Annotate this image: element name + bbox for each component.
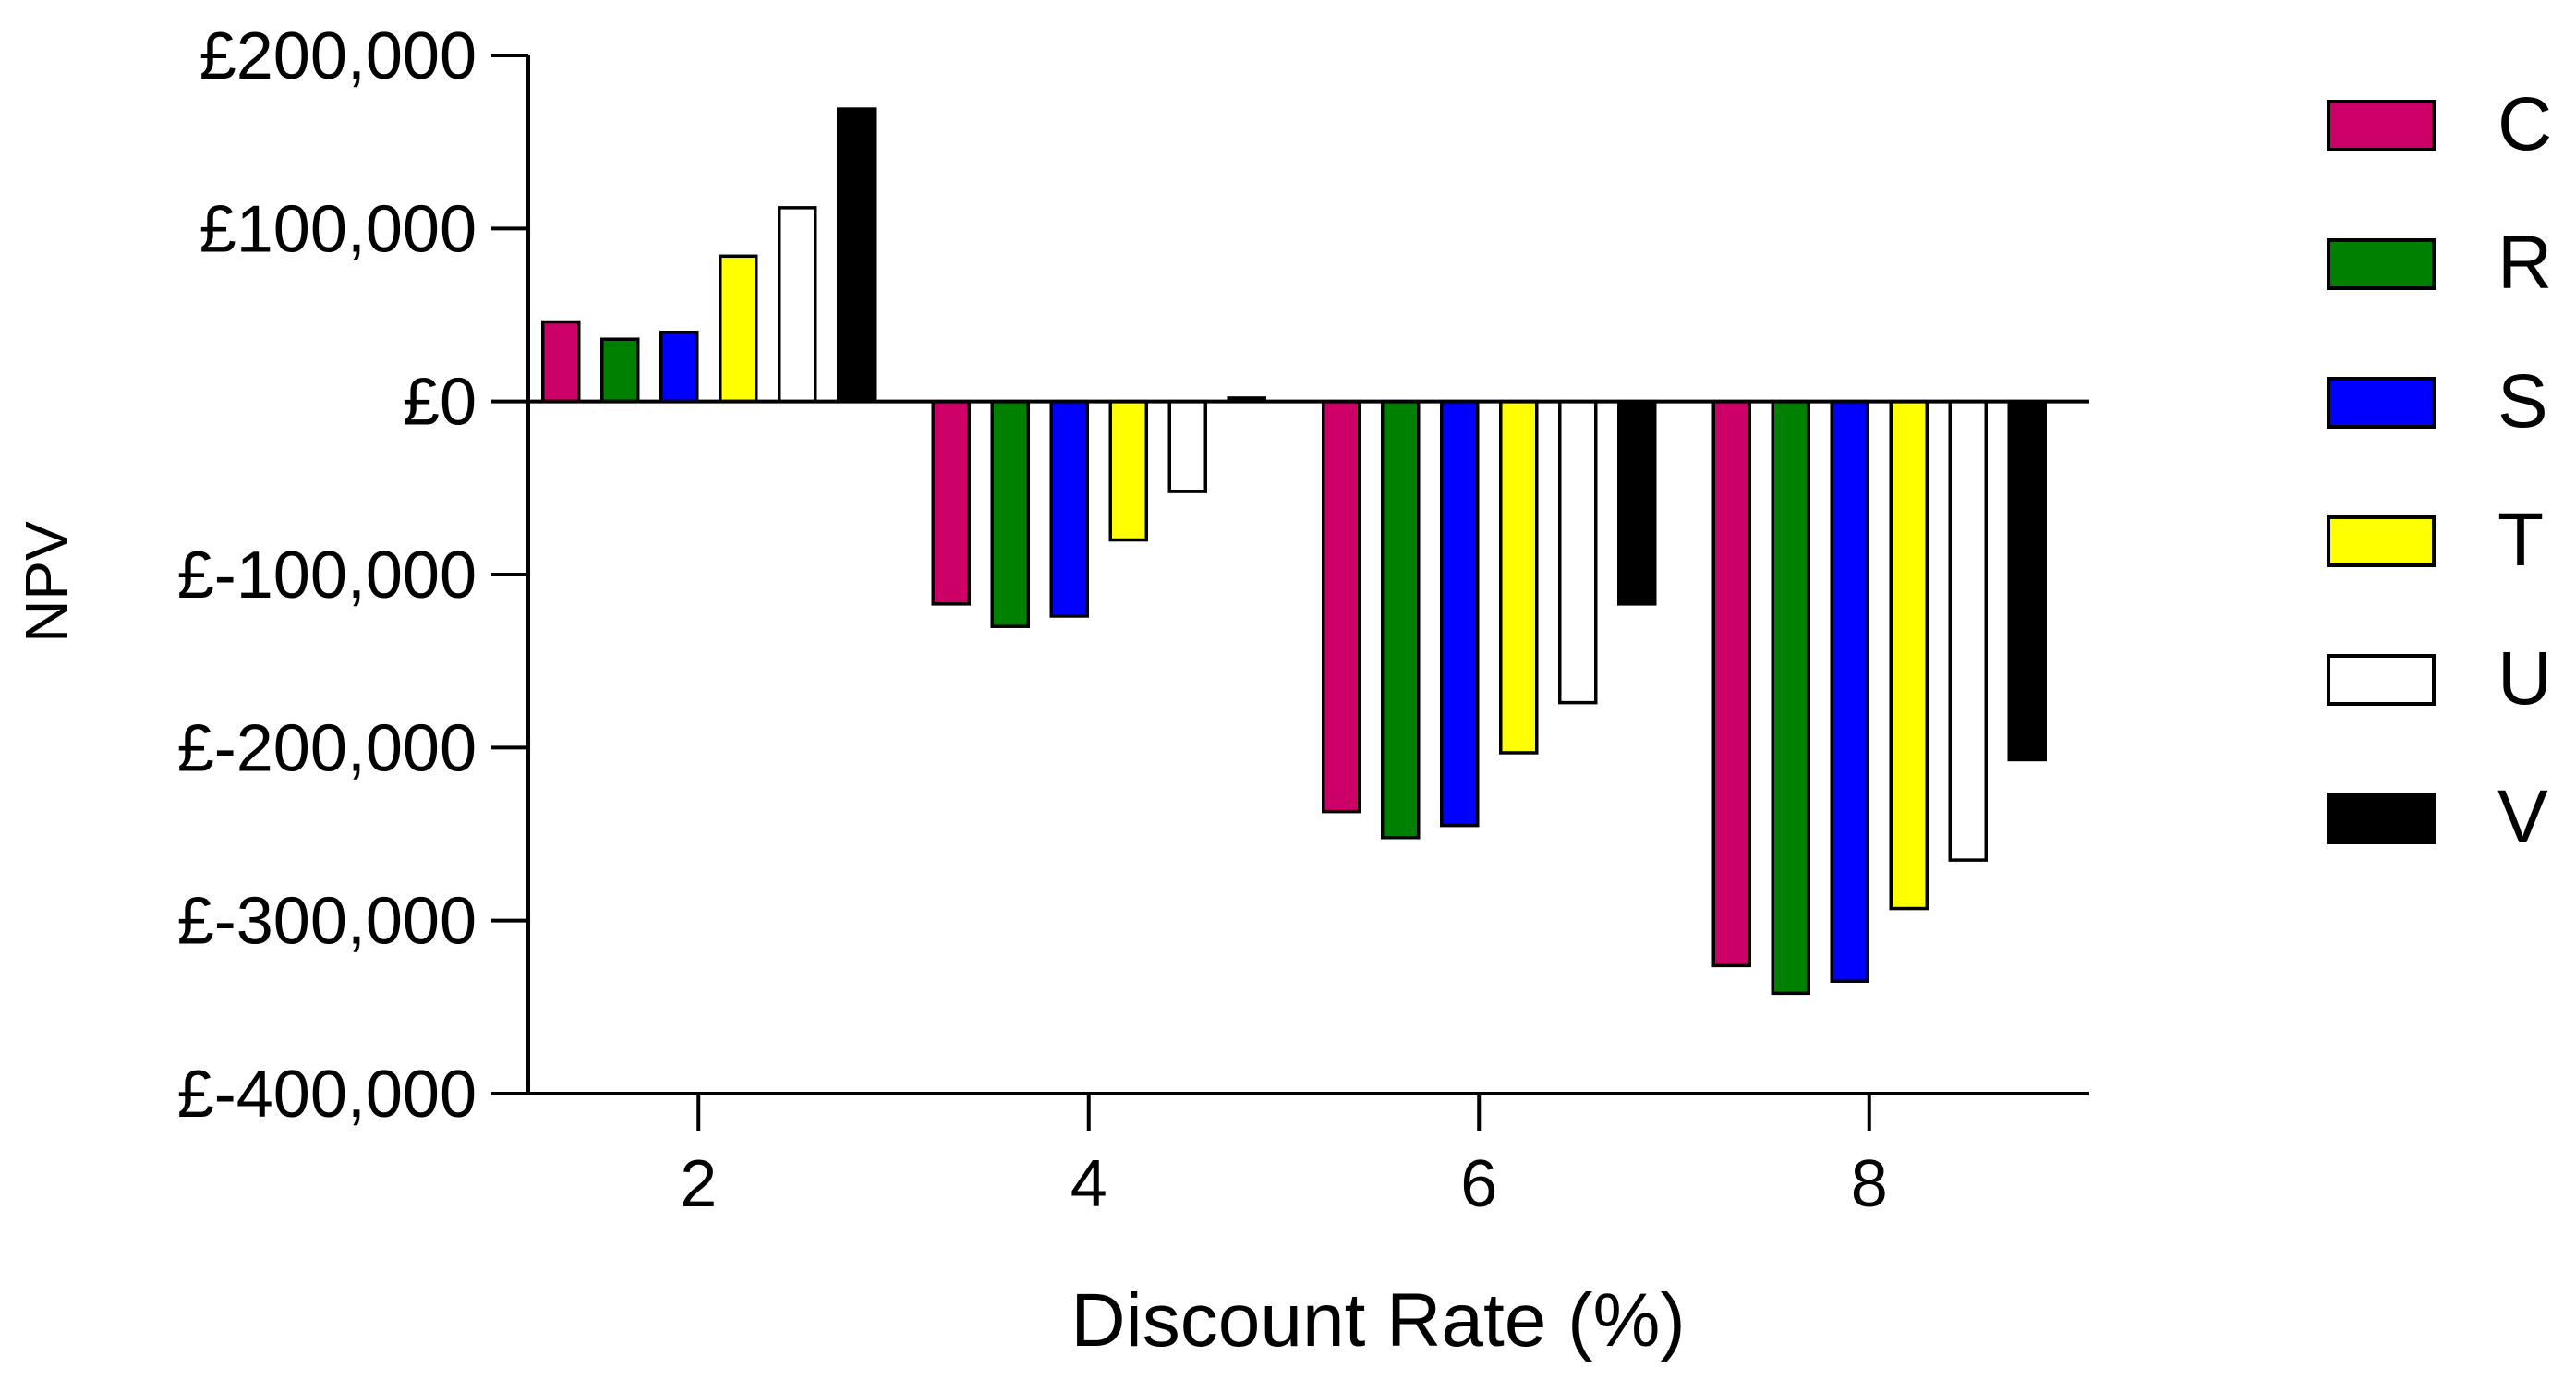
bar-t-6 [1499, 399, 1539, 755]
y-tick-label: £-300,000 [177, 885, 477, 959]
x-tick-label: 4 [1070, 1147, 1107, 1221]
legend-label-v: V [2497, 775, 2548, 859]
bar-r-8 [1771, 399, 1810, 996]
y-tick-label: £-400,000 [177, 1058, 477, 1132]
legend-swatch-v [2327, 793, 2436, 844]
bar-t-2 [719, 254, 758, 404]
bar-s-6 [1440, 399, 1480, 828]
legend-swatch-s [2327, 377, 2436, 429]
legend-swatch-c [2327, 100, 2436, 151]
bar-v-6 [1617, 399, 1657, 606]
bar-v-2 [837, 107, 877, 404]
bar-v-8 [2007, 399, 2047, 762]
y-axis-title: NPV [13, 521, 79, 643]
y-tick-label: £100,000 [200, 192, 477, 266]
bar-u-2 [778, 206, 817, 404]
legend-label-t: T [2497, 498, 2544, 582]
legend-swatch-r [2327, 238, 2436, 290]
bar-u-8 [1948, 399, 1988, 862]
x-tick-label: 8 [1851, 1147, 1888, 1221]
x-tick-label: 6 [1460, 1147, 1497, 1221]
bar-u-6 [1558, 399, 1598, 705]
bar-c-2 [541, 320, 581, 404]
x-axis-title: Discount Rate (%) [1070, 1278, 1685, 1362]
legend-label-u: U [2497, 636, 2552, 720]
bar-s-4 [1049, 399, 1089, 618]
legend-swatch-u [2327, 654, 2436, 706]
y-axis-ticks: £200,000 £100,000 £0 £-100,000 £-200,000 £-30… [177, 19, 528, 1132]
legend-label-r: R [2497, 221, 2552, 305]
bar-u-4 [1167, 399, 1207, 493]
bar-c-8 [1711, 399, 1751, 968]
bar-r-4 [990, 399, 1030, 628]
bar-s-8 [1830, 399, 1869, 983]
legend-label-s: S [2497, 359, 2548, 443]
bar-r-2 [600, 337, 640, 404]
bars-group [541, 107, 2047, 996]
bar-t-8 [1889, 399, 1929, 911]
x-axis-ticks: 2 4 6 8 [680, 1094, 1888, 1221]
y-tick-label: £200,000 [200, 19, 477, 93]
bar-r-6 [1381, 399, 1421, 840]
x-tick-label: 2 [680, 1147, 717, 1221]
bar-s-2 [659, 330, 699, 404]
bar-t-4 [1108, 399, 1148, 542]
y-tick-label: £-100,000 [177, 539, 477, 612]
y-tick-label: £0 [403, 366, 477, 440]
legend-label-c: C [2497, 82, 2552, 166]
legend-swatch-t [2327, 515, 2436, 567]
bar-c-4 [931, 399, 971, 606]
y-tick-label: £-200,000 [177, 711, 477, 785]
bar-c-6 [1322, 399, 1361, 814]
